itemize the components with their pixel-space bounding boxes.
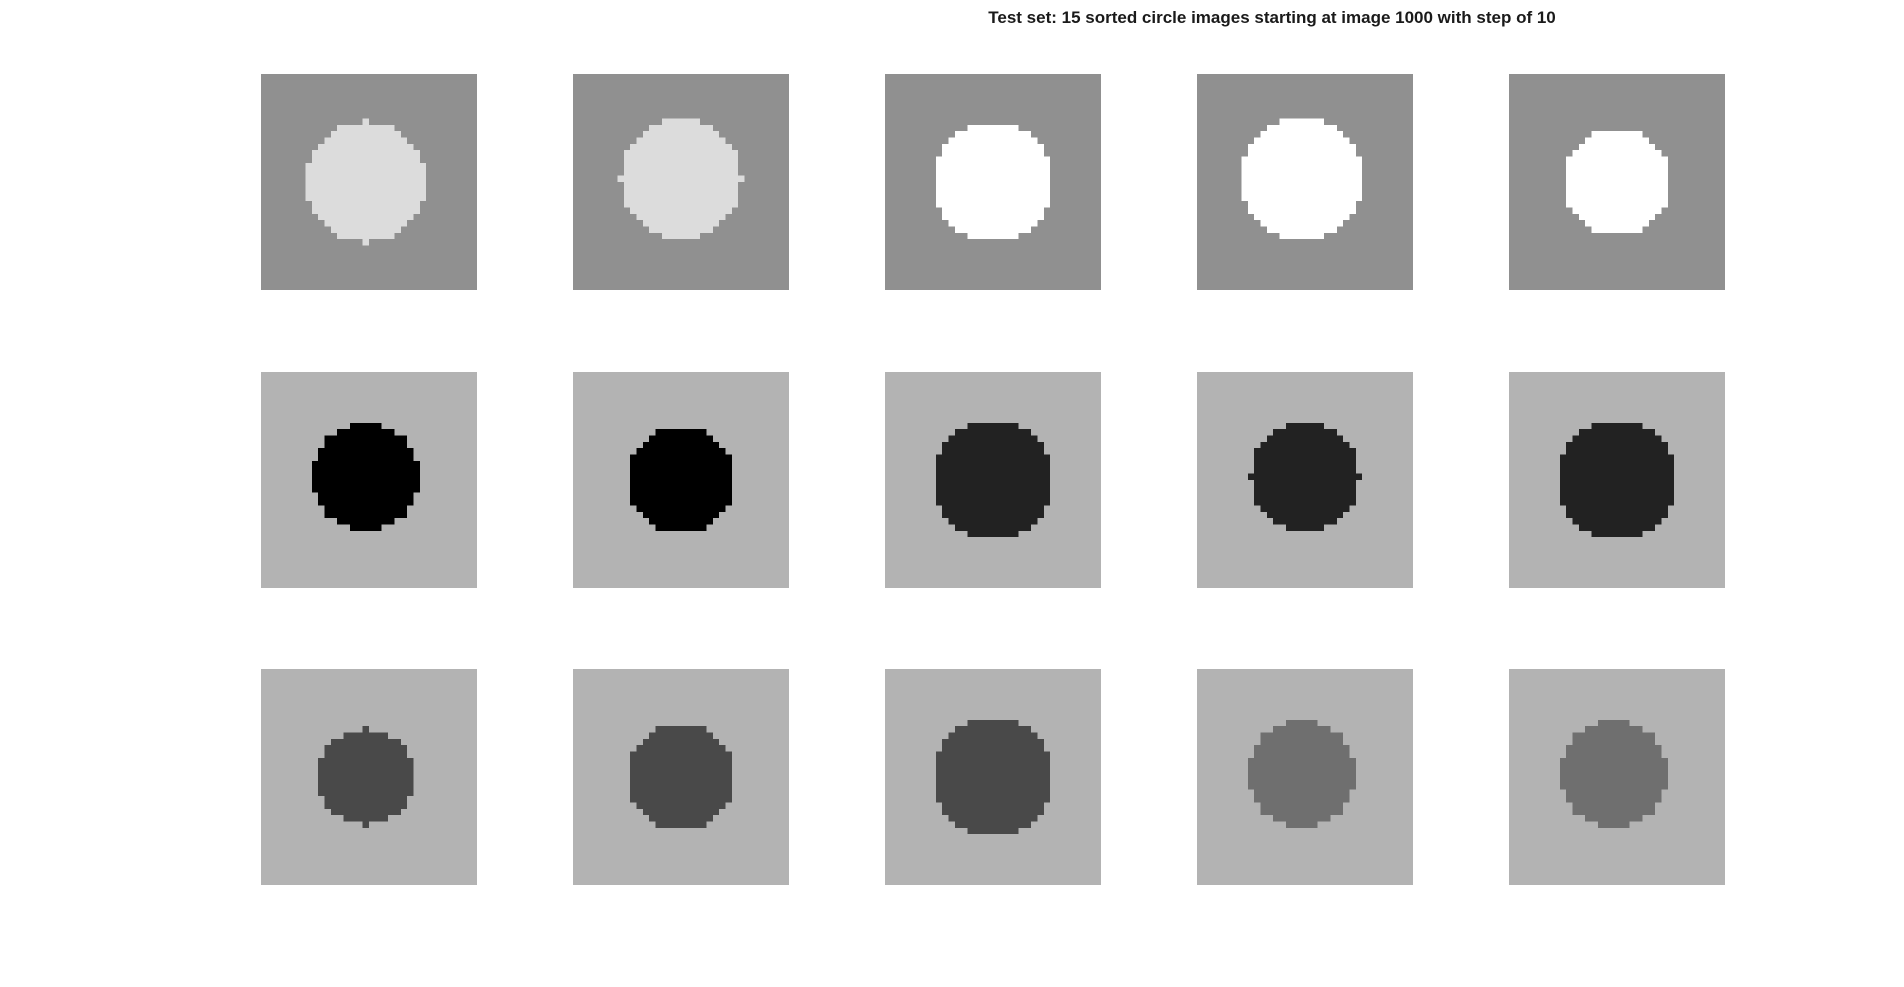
circle-image-12 [573, 669, 789, 885]
pixelated-circle [1566, 131, 1668, 233]
circle-image-8 [885, 372, 1101, 588]
circle-image-6 [261, 372, 477, 588]
pixelated-circle [1247, 719, 1356, 828]
figure-title: Test set: 15 sorted circle images starti… [988, 8, 1556, 27]
pixelated-circle [1559, 719, 1668, 828]
pixelated-circle [305, 118, 427, 246]
pixelated-circle [617, 118, 745, 240]
circle-image-5 [1509, 74, 1725, 290]
pixelated-circle [1241, 118, 1363, 240]
pixelated-circle [935, 422, 1051, 538]
pixelated-circle [935, 719, 1051, 835]
pixelated-circle [1559, 422, 1675, 538]
circle-image-13 [885, 669, 1101, 885]
circle-image-10 [1509, 372, 1725, 588]
circle-image-2 [573, 74, 789, 290]
circle-image-1 [261, 74, 477, 290]
pixelated-circle [935, 124, 1051, 240]
pixelated-circle [630, 726, 732, 828]
circle-image-4 [1197, 74, 1413, 290]
circle-image-14 [1197, 669, 1413, 885]
pixelated-circle [311, 422, 420, 531]
circle-image-15 [1509, 669, 1725, 885]
circle-image-7 [573, 372, 789, 588]
pixelated-circle [630, 429, 732, 531]
pixelated-circle [1247, 422, 1363, 531]
pixelated-circle [318, 726, 414, 828]
circle-image-3 [885, 74, 1101, 290]
circle-image-11 [261, 669, 477, 885]
circle-image-9 [1197, 372, 1413, 588]
